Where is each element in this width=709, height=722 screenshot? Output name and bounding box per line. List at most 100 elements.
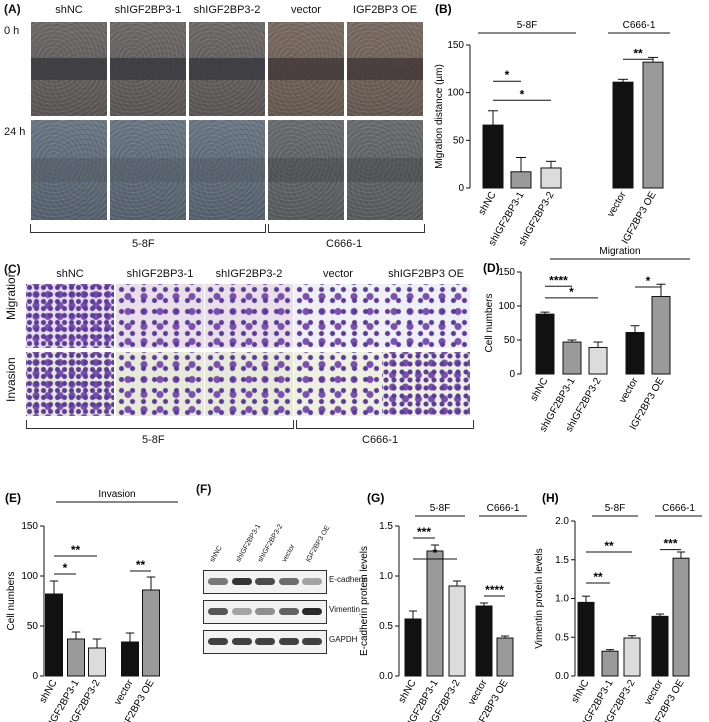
group-label: C666-1 [623, 20, 656, 31]
panel-a-row-0h: 0 h [4, 25, 20, 37]
blot-band-label: Vimentin [329, 605, 360, 614]
blot-band [278, 578, 299, 585]
blot-lane-label: IGF2BP3 OE [305, 524, 332, 564]
bar [651, 295, 671, 375]
bar [588, 346, 608, 375]
blot-band-label: GAPDH [329, 635, 358, 644]
transwell-image-migration [294, 284, 382, 348]
significance-marker: * [646, 274, 651, 288]
blot-band [278, 638, 299, 645]
y-tick-label: 50 [27, 621, 39, 632]
significance-marker: * [520, 87, 525, 101]
y-tick-label: 0 [509, 369, 515, 380]
scratch-image-0h [347, 22, 423, 116]
significance-marker: *** [417, 525, 431, 539]
panel-c-bracket-c666 [296, 420, 474, 429]
y-tick-label: 150 [447, 40, 464, 51]
transwell-image-migration [26, 284, 114, 348]
blot-band [255, 578, 275, 585]
significance-marker: * [569, 285, 574, 299]
scratch-image-24h [347, 120, 423, 220]
y-tick-label: 0 [458, 183, 464, 194]
scratch-image-24h [31, 120, 107, 220]
blot-band [302, 578, 322, 585]
x-tick-label: vector [605, 189, 628, 219]
y-tick-label: 1.0 [555, 594, 569, 605]
y-tick-label: 0.0 [379, 671, 393, 682]
significance-marker: ** [136, 558, 146, 572]
panel-c-group-c666: C666-1 [362, 434, 399, 446]
y-tick-label: 0.0 [555, 671, 569, 682]
panel-b-label: (B) [435, 2, 452, 16]
panel-c-row-migration: Migration [4, 270, 18, 320]
panel-a-col-header: shIGF2BP3-2 [193, 4, 261, 16]
blot-band [231, 608, 252, 615]
panel-d-label: (D) [483, 261, 500, 275]
blot-strip [203, 630, 327, 654]
group-label: Invasion [98, 489, 135, 500]
transwell-image-invasion [116, 352, 204, 416]
significance-marker: * [505, 68, 510, 82]
panel-h-label: (H) [542, 491, 559, 505]
significance-marker: * [63, 561, 68, 575]
significance-marker: ** [593, 570, 603, 584]
y-axis-label: Migration distance (µm) [434, 64, 445, 169]
blot-band-label: E-cadherin [329, 575, 368, 584]
panel-a-bracket-c666 [268, 224, 425, 233]
y-tick-label: 150 [21, 521, 38, 532]
panel-a-row-24h: 24 h [4, 126, 26, 138]
blot-band [302, 638, 322, 645]
panel-c-group-58f: 5-8F [142, 434, 165, 446]
y-axis-label: E-cadherin protein levels [359, 546, 370, 656]
panel-c-bracket-58f [26, 420, 294, 429]
transwell-image-migration [205, 284, 293, 348]
panel-a-group-58f: 5-8F [132, 238, 155, 250]
y-tick-label: 50 [453, 135, 465, 146]
blot-band [255, 608, 275, 615]
y-tick-label: 100 [447, 88, 464, 99]
y-tick-label: 150 [498, 267, 515, 278]
blot-lane-label: shIGF2BP3-2 [257, 523, 285, 564]
bar [45, 593, 63, 677]
y-tick-label: 1.5 [379, 521, 393, 532]
x-tick-label: shNC [38, 678, 60, 705]
blot-band [208, 608, 228, 615]
x-tick-label: shNC [529, 376, 551, 403]
panel-c-col-header: shIGF2BP3-1 [126, 268, 194, 280]
y-axis-label: Cell numbers [484, 294, 495, 353]
group-label: Migration [599, 246, 640, 257]
scratch-image-0h [110, 22, 186, 116]
blot-band [231, 578, 252, 585]
group-label: 5-8F [605, 503, 626, 514]
bar [535, 313, 555, 375]
panel-c-label: (C) [4, 262, 21, 276]
bar [601, 650, 619, 677]
transwell-image-invasion [382, 352, 470, 416]
panel-a-label: (A) [4, 2, 21, 16]
x-tick-label: vector [617, 375, 640, 405]
panel-c-col-header: vector [323, 268, 353, 280]
panel-c-row-invasion: Invasion [4, 357, 18, 402]
bar [651, 615, 669, 677]
panel-e-label: (E) [5, 491, 21, 505]
significance-marker: * [433, 546, 438, 560]
group-label: C666-1 [662, 503, 695, 514]
bar [88, 647, 106, 677]
transwell-image-invasion [205, 352, 293, 416]
scratch-image-24h [110, 120, 186, 220]
x-tick-label: shNC [477, 190, 499, 217]
bar [577, 601, 595, 677]
panel-a-bracket-58f [30, 224, 266, 233]
blot-lane-label: shNC [209, 544, 224, 564]
blot-strip [203, 600, 327, 624]
panel-a-col-header: vector [291, 4, 321, 16]
significance-marker: **** [549, 273, 568, 287]
bar [612, 81, 634, 189]
blot-band [208, 638, 228, 645]
bar [623, 637, 641, 677]
significance-marker: ** [604, 539, 614, 553]
panel-c-col-header: shIGF2BP3 OE [388, 268, 464, 280]
bar [67, 638, 85, 677]
